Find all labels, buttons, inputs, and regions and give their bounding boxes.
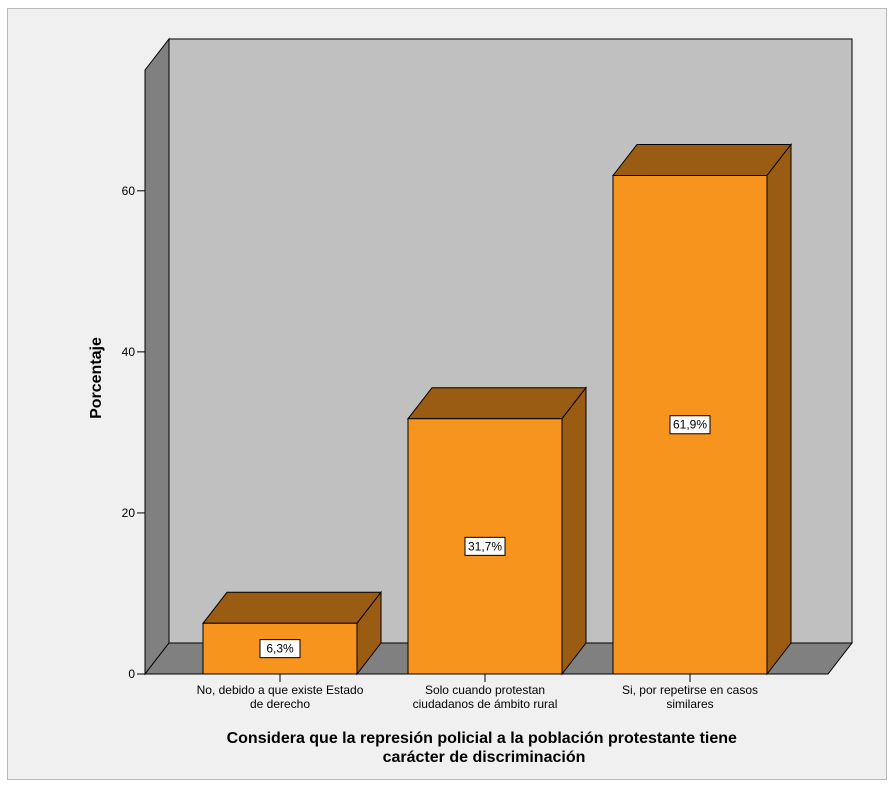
y-tick-label-0: 0 xyxy=(128,667,135,681)
category-label-3-line-2: similares xyxy=(666,697,713,711)
bar-group-2: 31,7% xyxy=(406,386,588,676)
bars: 6,3% 31,7% 61,9% xyxy=(201,143,793,676)
category-label-3-line-1: Si, por repetirse en casos xyxy=(622,683,758,697)
category-label-3: Si, por repetirse en casos similares xyxy=(622,683,758,711)
x-axis-title-line-1: Considera que la represión policial a la… xyxy=(227,730,737,747)
bar-group-3: 61,9% xyxy=(611,143,793,676)
x-axis-title: Considera que la represión policial a la… xyxy=(227,730,742,766)
data-label-box-3 xyxy=(669,415,711,435)
side-wall xyxy=(144,37,170,676)
category-label-2-line-2: ciudadanos de ámbito rural xyxy=(413,697,558,711)
y-tick-label-40: 40 xyxy=(122,345,136,359)
category-label-2: Solo cuando protestan ciudadanos de ámbit… xyxy=(413,683,558,711)
y-axis: 0 20 40 60 xyxy=(122,70,146,681)
bar-group-1: 6,3% xyxy=(201,590,383,676)
y-tick-label-20: 20 xyxy=(122,506,136,520)
category-label-1: No, debido a que existe Estado de derecho xyxy=(197,683,364,711)
bar-top-3 xyxy=(611,143,793,176)
bar-top-2 xyxy=(406,387,588,420)
category-label-1-line-1: No, debido a que existe Estado xyxy=(197,683,364,697)
data-label-box-2 xyxy=(464,536,506,556)
category-label-1-line-2: de derecho xyxy=(250,697,310,711)
y-axis-title: Porcentaje xyxy=(88,337,105,419)
bar-side-2 xyxy=(561,386,587,676)
x-axis-title-line-2: carácter de discriminación xyxy=(383,749,586,766)
data-label-1: 6,3% xyxy=(266,642,294,656)
data-label-3: 61,9% xyxy=(673,418,707,432)
bar-side-3 xyxy=(766,143,792,676)
data-label-box-1 xyxy=(259,639,301,659)
category-label-2-line-1: Solo cuando protestan xyxy=(425,683,545,697)
x-axis-labels: No, debido a que existe Estado de derecho… xyxy=(197,674,758,711)
y-tick-label-60: 60 xyxy=(122,184,136,198)
bar-top-1 xyxy=(201,591,383,624)
data-label-2: 31,7% xyxy=(468,539,502,553)
